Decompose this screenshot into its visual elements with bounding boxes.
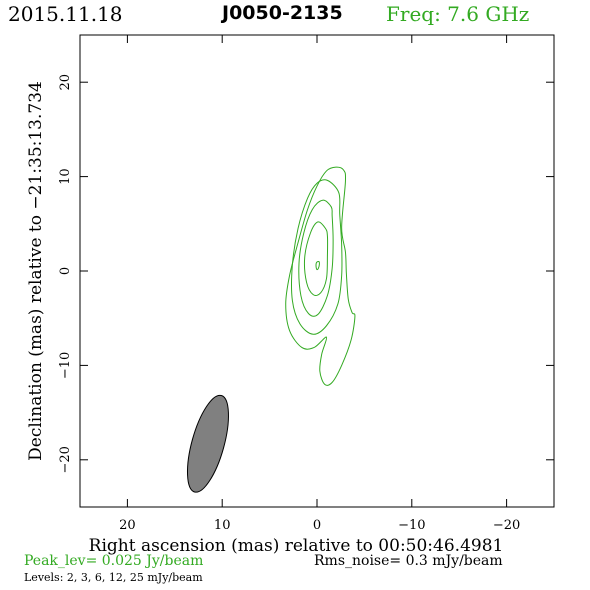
peak-level: Peak_lev= 0.025 Jy/beam <box>24 553 204 569</box>
x-tick-label: −20 <box>493 518 520 533</box>
rms-noise: Rms_noise= 0.3 mJy/beam <box>314 553 503 569</box>
contour-levels: Levels: 2, 3, 6, 12, 25 mJy/beam <box>24 571 203 584</box>
beam-ellipse <box>186 394 229 493</box>
contour-level-6mjy <box>298 199 334 317</box>
x-tick-label: 20 <box>119 518 136 533</box>
contour-group <box>285 166 356 386</box>
axis-tick-labels: 20 10 0 −10 −20 20 10 0 −10 −20 <box>58 74 520 533</box>
plot-frame <box>79 34 555 508</box>
axis-ticks <box>80 35 554 507</box>
observation-date: 2015.11.18 <box>8 2 123 26</box>
contour-level-2mjy <box>285 166 356 386</box>
x-axis-label: Right ascension (mas) relative to 00:50:… <box>89 536 504 556</box>
frequency-label: Freq: 7.6 GHz <box>386 2 530 26</box>
y-tick-label: 0 <box>58 267 73 275</box>
x-tick-label: 10 <box>214 518 231 533</box>
beam-group <box>186 394 229 493</box>
contour-level-25mjy <box>315 260 320 271</box>
x-tick-label: −10 <box>398 518 425 533</box>
source-name: J0050-2135 <box>222 2 343 24</box>
y-tick-label: −10 <box>58 352 73 379</box>
x-tick-label: 0 <box>313 518 321 533</box>
contour-level-3mjy <box>291 179 343 335</box>
contour-level-12mjy <box>304 221 329 296</box>
y-tick-label: −20 <box>58 446 73 473</box>
y-tick-label: 10 <box>58 168 73 185</box>
y-axis-label: Declination (mas) relative to −21:35:13.… <box>26 81 46 461</box>
y-tick-label: 20 <box>58 74 73 91</box>
